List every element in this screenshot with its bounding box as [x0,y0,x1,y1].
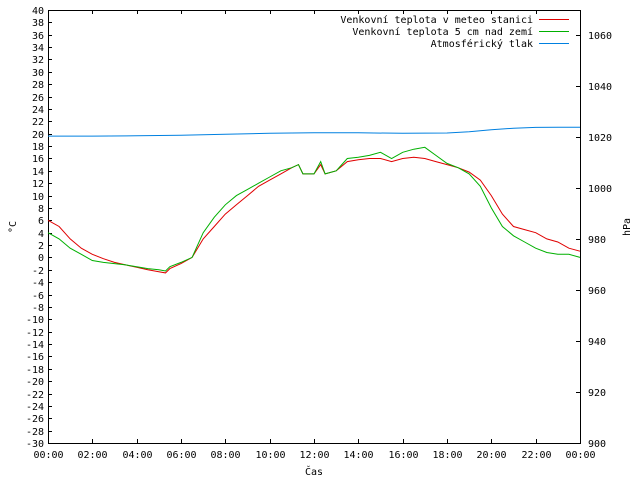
left-tick-label: -16 [26,352,44,363]
left-tick-label: 4 [38,229,44,240]
series-line-3 [48,126,580,137]
left-tick-label: -24 [26,402,44,413]
x-tick-label: 16:00 [388,450,418,461]
series-line-2 [47,146,581,272]
right-tick-label: 980 [588,235,606,246]
x-tick-label: 02:00 [77,450,107,461]
left-tick-label: 10 [32,192,44,203]
x-tick-label: 08:00 [210,450,240,461]
right-tick-label: 1060 [588,31,612,42]
left-tick-label: 6 [38,216,44,227]
legend-label: Atmosférický tlak [431,38,533,50]
left-tick-label: -14 [26,340,44,351]
left-tick-label: 38 [32,18,44,29]
left-tick-label: -20 [26,377,44,388]
x-tick-label: 00:00 [33,450,63,461]
left-tick-label: -28 [26,427,44,438]
x-axis: 00:00 02:00 04:00 06:00 08:00 10:00 12:00 14:00… [33,10,596,461]
legend: Venkovní teplota v meteo staniciVenkovní… [340,14,569,50]
left-tick-label: 12 [32,179,44,190]
series-line-1 [47,156,581,274]
left-tick-label: 30 [32,68,44,79]
right-tick-label: 1000 [588,184,612,195]
left-tick-label: -2 [32,266,44,277]
x-tick-label: 12:00 [299,450,329,461]
left-tick-label: 36 [32,31,44,42]
x-tick-label: 22:00 [521,450,551,461]
left-tick-label: 8 [38,204,44,215]
left-tick-label: -4 [32,278,44,289]
left-tick-label: 28 [32,80,44,91]
legend-label: Venkovní teplota 5 cm nad zemí [352,26,533,38]
right-tick-label: 960 [588,286,606,297]
left-tick-label: -18 [26,365,44,376]
legend-label: Venkovní teplota v meteo stanici [340,14,533,26]
y-axis-label-left: °C [8,221,19,233]
left-tick-label: -6 [32,291,44,302]
left-tick-label: -10 [26,315,44,326]
x-tick-label: 06:00 [166,450,196,461]
left-tick-label: 14 [32,167,44,178]
left-tick-label: 24 [32,105,44,116]
left-tick-label: 2 [38,241,44,252]
left-tick-label: -30 [26,439,44,450]
series-layer [47,126,581,274]
right-tick-label: 940 [588,337,606,348]
left-tick-label: -22 [26,390,44,401]
x-tick-label: 04:00 [122,450,152,461]
x-tick-label: 10:00 [255,450,285,461]
right-tick-label: 900 [588,439,606,450]
x-tick-label: 20:00 [476,450,506,461]
plot-area-frame [48,10,581,444]
right-tick-label: 920 [588,388,606,399]
x-axis-label: Čas [305,465,323,478]
left-tick-label: 20 [32,130,44,141]
left-tick-label: 34 [32,43,44,54]
y-axis-label-right: hPa [622,218,633,236]
left-tick-label: -8 [32,303,44,314]
x-tick-label: 14:00 [343,450,373,461]
left-tick-label: -12 [26,328,44,339]
left-tick-label: 22 [32,117,44,128]
x-tick-label: 18:00 [432,450,462,461]
left-tick-label: 32 [32,55,44,66]
left-tick-label: 26 [32,93,44,104]
x-tick-label: 00:00 [565,450,595,461]
left-tick-label: 16 [32,154,44,165]
left-tick-label: 18 [32,142,44,153]
right-tick-label: 1020 [588,133,612,144]
right-axis: 1060 1040 1020 1000 980 960 940 920 900 [576,31,612,450]
right-tick-label: 1040 [588,82,612,93]
left-tick-label: 0 [38,253,44,264]
left-tick-label: 40 [32,6,44,17]
left-tick-label: -26 [26,414,44,425]
